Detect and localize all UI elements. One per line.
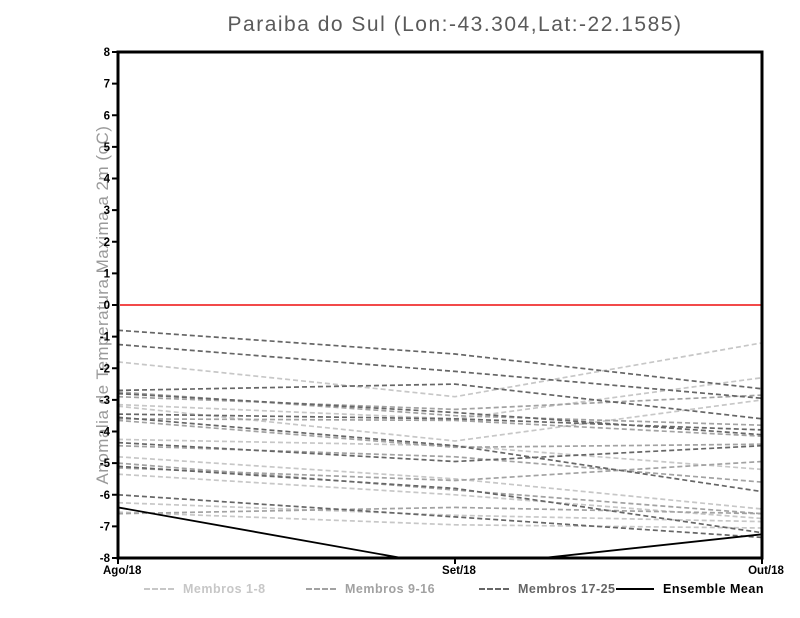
ensemble-member-line	[118, 399, 762, 442]
ensemble-member-line	[118, 417, 762, 438]
y-tick-label: -4	[100, 427, 111, 439]
solid-line-sample-icon	[616, 588, 654, 590]
ensemble-member-line	[118, 413, 762, 431]
y-tick-label: -3	[100, 395, 110, 407]
ensemble-member-line	[118, 392, 762, 436]
y-tick-label: 6	[104, 110, 110, 122]
ensemble-member-line	[118, 383, 762, 420]
ensemble-member-line	[118, 394, 762, 411]
legend-label: Membros 1-8	[183, 582, 266, 596]
y-axis-ticks: -8 -7 -6 -5 -4 -3 -2 -1 0 1 2 3 4 5 6 7 8	[100, 47, 118, 565]
y-tick-label: 2	[104, 237, 110, 249]
ensemble-member-line	[118, 441, 762, 463]
x-tick-label: Out/18	[748, 565, 784, 577]
legend-item-membros-9-16: Membros 9-16	[306, 582, 435, 596]
legend: Membros 1-8 Membros 9-16 Membros 17-25 E…	[0, 582, 800, 600]
y-tick-label: 3	[104, 205, 110, 217]
ensemble-member-line	[118, 455, 762, 510]
y-tick-label: 5	[104, 142, 111, 154]
ensemble-member-line	[118, 416, 762, 493]
ensemble-member-line	[118, 506, 762, 515]
y-tick-label: -1	[100, 332, 111, 344]
y-tick-label: 0	[104, 300, 110, 312]
ensemble-member-line	[118, 460, 762, 482]
ensemble-member-line	[118, 493, 762, 539]
legend-label: Membros 9-16	[345, 582, 436, 596]
ensemble-member-line	[118, 343, 762, 400]
legend-item-ensemble-mean: Ensemble Mean	[616, 582, 764, 596]
ensemble-member-line	[118, 511, 762, 529]
ensemble-member-line	[118, 342, 762, 398]
y-tick-label: -7	[100, 521, 110, 533]
chart-title: Paraiba do Sul (Lon:-43.304,Lat:-22.1585…	[227, 13, 683, 36]
dashed-line-sample-icon	[479, 588, 509, 590]
y-tick-label: -2	[100, 363, 110, 375]
legend-item-membros-17-25: Membros 17-25	[479, 582, 616, 596]
y-tick-label: -8	[100, 553, 111, 565]
ensemble-member-line	[118, 419, 762, 449]
series-lines	[118, 329, 762, 558]
ensemble-member-line	[118, 329, 762, 390]
x-axis-ticks: Ago/18 Set/18 Out/18	[103, 558, 784, 577]
y-tick-label: 8	[104, 47, 111, 59]
legend-label: Membros 17-25	[518, 582, 616, 596]
ensemble-mean-line	[118, 506, 762, 558]
ensemble-member-line	[118, 465, 762, 534]
y-tick-label: -6	[100, 490, 110, 502]
y-tick-label: 1	[104, 268, 111, 280]
ensemble-member-line	[118, 501, 762, 523]
ensemble-member-line	[118, 473, 762, 520]
legend-label: Ensemble Mean	[663, 582, 764, 596]
y-tick-label: -5	[100, 458, 111, 470]
y-tick-label: 4	[104, 174, 111, 186]
dashed-line-sample-icon	[306, 588, 336, 590]
x-tick-label: Set/18	[442, 565, 476, 577]
y-tick-label: 7	[104, 79, 110, 91]
x-tick-label: Ago/18	[103, 565, 142, 577]
dashed-line-sample-icon	[144, 588, 174, 590]
legend-item-membros-1-8: Membros 1-8	[144, 582, 266, 596]
